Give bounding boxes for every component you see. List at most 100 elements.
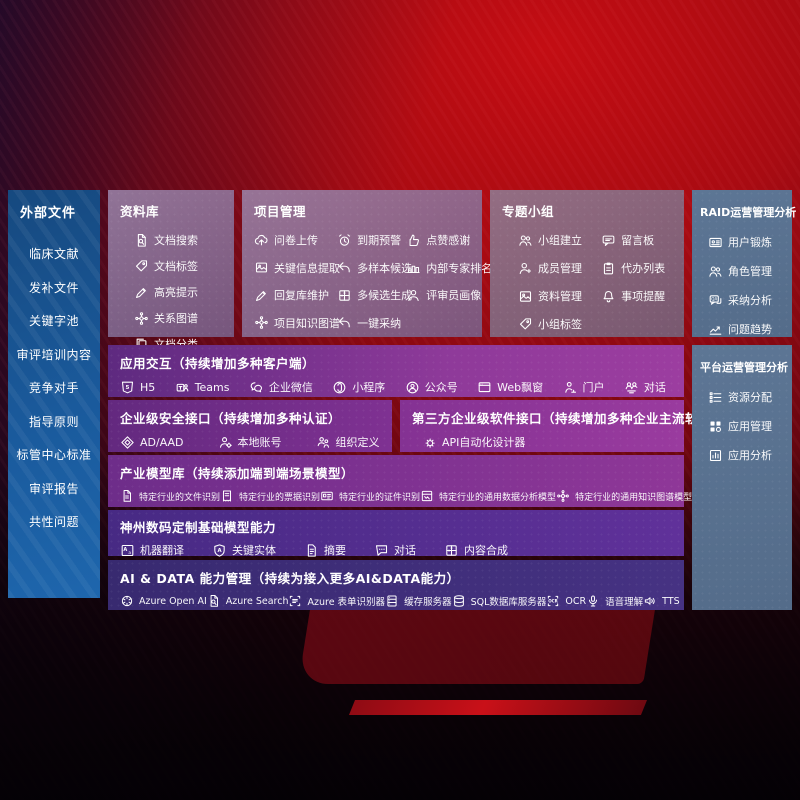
feature-item[interactable]: 小程序 [332, 379, 385, 395]
feature-item[interactable]: 事项提醒 [601, 288, 672, 304]
feature-item[interactable]: Azure 表单识别器 [288, 594, 385, 608]
feature-item[interactable]: 关键信息提取 [254, 260, 340, 276]
industry-model-row: 产业模型库（持续添加端到端场景模型） 特定行业的文件识别 特定行业的票据识别 特定行… [108, 455, 692, 507]
photo-icon [518, 289, 533, 304]
feature-item[interactable]: TTS [643, 594, 680, 608]
feature-item[interactable]: Azure Search [207, 594, 288, 608]
feature-item[interactable]: 角色管理 [708, 263, 784, 279]
feature-item[interactable]: A 关键实体 [212, 542, 276, 558]
feature-item[interactable]: 特定行业的票据识别 [220, 489, 320, 503]
resource-list-icon [708, 390, 723, 405]
feature-item[interactable]: 5 H5 [120, 380, 155, 395]
sidebar-item[interactable]: 竞争对手 [28, 381, 79, 395]
pencil-icon [254, 288, 269, 303]
feature-label: 角色管理 [728, 265, 772, 278]
feature-item[interactable]: 评审员画像 [406, 287, 481, 303]
feature-item[interactable]: 资料管理 [518, 288, 601, 304]
feature-item[interactable]: 摘要 [304, 542, 346, 558]
feature-label: 点赞感谢 [426, 234, 471, 247]
feature-label: 应用分析 [728, 449, 772, 462]
feature-label: 事项提醒 [621, 290, 666, 303]
feature-item[interactable]: 特定行业的通用数据分析模型 [420, 489, 556, 503]
feature-item[interactable]: 公众号 [405, 379, 458, 395]
sidebar-item[interactable]: 关键字池 [28, 314, 79, 328]
feature-item[interactable]: Teams [175, 380, 230, 395]
sidebar-item[interactable]: 标管中心标准 [16, 448, 92, 462]
feature-item[interactable]: QA 采纳分析 [708, 292, 784, 308]
feature-item[interactable]: 代办列表 [601, 260, 672, 276]
project-management-panel: 项目管理 问卷上传 到期预警 点赞感谢 关键信息提取 多样本候选 内部专家排名 回复库维护 多… [242, 190, 492, 337]
feature-item[interactable]: 用户锻炼 [708, 234, 784, 250]
feature-item[interactable]: Web飘窗 [477, 379, 543, 395]
feature-item[interactable]: 成员管理 [518, 260, 601, 276]
api-gear-icon [422, 435, 437, 450]
feature-item[interactable]: API自动化设计器 [422, 434, 525, 450]
feature-item[interactable]: 对话 [624, 379, 666, 395]
highlight-pencil-icon [134, 285, 149, 300]
row-title: 第三方企业级软件接口（持续增加多种企业主流软件接口） [412, 411, 751, 426]
feature-item[interactable]: 到期预警 [337, 232, 406, 248]
feature-label: Azure 表单识别器 [307, 597, 386, 608]
top-row: 资料库 文档搜索文档标签高亮提示关系图谱文档分类 项目管理 问卷上传到期预警点赞… [108, 190, 684, 351]
feature-item[interactable]: 组织定义 [316, 434, 380, 450]
feature-item[interactable]: 多候选生成 [337, 287, 412, 303]
feature-item[interactable]: SQL数据库服务器 [452, 594, 547, 608]
ocr-icon: OCR [546, 594, 560, 608]
feature-item[interactable]: 文档标签 [134, 258, 222, 274]
feature-item[interactable]: 文档搜索 [134, 232, 222, 248]
app-grid-icon [708, 419, 723, 434]
sql-db-icon [452, 594, 466, 608]
expert-rank-icon [406, 260, 421, 275]
feature-item[interactable]: 应用分析 [708, 447, 784, 463]
sidebar-item[interactable]: 临床文献 [28, 247, 79, 261]
feature-item[interactable]: 内容合成 [444, 542, 508, 558]
feature-item[interactable]: 特定行业的证件识别 [320, 489, 420, 503]
feature-item[interactable]: 问题趋势 [708, 321, 784, 337]
feature-item[interactable]: 多样本候选 [337, 260, 412, 276]
portal-icon [563, 380, 578, 395]
feature-item[interactable]: 回复库维护 [254, 287, 337, 303]
raid-analysis-panel: RAID运营管理分析 用户锻炼 角色管理 QA 采纳分析 问题趋势 [692, 190, 796, 337]
feature-label: 对话 [394, 544, 416, 557]
feature-item[interactable]: 企业微信 [249, 379, 313, 395]
feature-item[interactable]: 门户 [563, 379, 605, 395]
feature-item[interactable]: 小组标签 [518, 316, 601, 332]
sidebar-item[interactable]: 审评培训内容 [16, 347, 92, 362]
feature-item[interactable]: 小组建立 [518, 232, 601, 248]
knowledge-graph-icon [134, 311, 149, 326]
feature-item[interactable]: 特定行业的文件识别 [120, 489, 220, 503]
feature-item[interactable]: 问卷上传 [254, 232, 337, 248]
feature-item[interactable]: 语音理解 [586, 594, 643, 608]
teams-icon [175, 380, 190, 395]
feature-item[interactable]: 点赞感谢 [406, 232, 470, 248]
feature-item[interactable]: 一键采纳 [337, 315, 406, 331]
feature-label: 语音理解 [605, 597, 644, 608]
feature-item[interactable]: 资源分配 [708, 389, 784, 405]
feature-item[interactable]: 项目知识图谱 [254, 315, 340, 331]
feature-item[interactable]: 内部专家排名 [406, 260, 492, 276]
feature-item[interactable]: 对话 [374, 542, 416, 558]
feature-item[interactable]: AD/AAD [120, 435, 184, 450]
feature-item[interactable]: 应用管理 [708, 418, 784, 434]
feature-item[interactable]: OCR OCR [546, 594, 586, 608]
sidebar-item[interactable]: 发补文件 [28, 280, 79, 295]
feature-item[interactable]: 特定行业的通用知识图谱模型 [556, 489, 692, 503]
feature-item[interactable]: 留言板 [601, 232, 672, 248]
feature-label: 评审员画像 [426, 289, 482, 302]
feature-item[interactable]: 关系图谱 [134, 310, 222, 326]
feature-item[interactable]: 本地账号 [218, 434, 282, 450]
feature-item[interactable]: Azure Open AI [120, 594, 207, 608]
feature-item[interactable]: 缓存服务器 [385, 594, 452, 608]
app-interaction-items: 5 H5 Teams 企业微信 小程序 公众号 Web飘窗 门户 对话 [120, 379, 672, 395]
feature-label: 机器翻译 [140, 544, 184, 557]
openai-icon [120, 594, 134, 608]
sidebar-item[interactable]: 审评报告 [28, 481, 79, 496]
row-title: 产业模型库（持续添加端到端场景模型） [120, 466, 355, 481]
dialog-icon [624, 380, 639, 395]
feature-label: SQL数据库服务器 [470, 597, 547, 608]
sidebar-item[interactable]: 指导原则 [28, 414, 79, 429]
sidebar-item[interactable]: 共性问题 [28, 515, 79, 529]
feature-item[interactable]: 高亮提示 [134, 284, 222, 300]
